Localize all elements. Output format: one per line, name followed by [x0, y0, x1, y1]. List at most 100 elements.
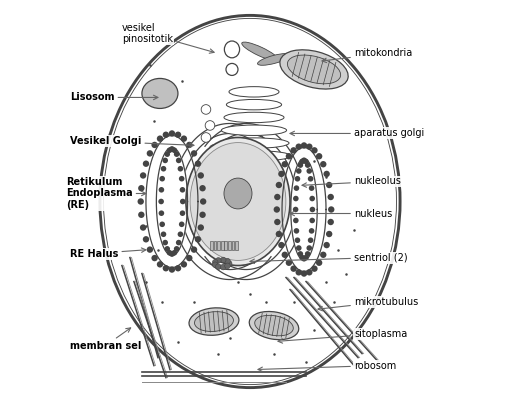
Ellipse shape [227, 100, 281, 110]
Bar [225, 241, 227, 249]
Circle shape [160, 176, 165, 181]
Circle shape [274, 219, 280, 225]
Circle shape [278, 242, 285, 248]
Bar [210, 241, 213, 249]
Circle shape [171, 250, 177, 256]
Circle shape [297, 251, 303, 257]
Circle shape [161, 166, 167, 172]
Bar [228, 241, 231, 249]
Circle shape [212, 262, 218, 268]
Circle shape [174, 246, 179, 251]
Circle shape [323, 171, 330, 177]
Circle shape [281, 161, 288, 167]
Bar [231, 241, 235, 249]
Circle shape [175, 265, 181, 272]
Ellipse shape [219, 138, 289, 148]
Ellipse shape [104, 19, 396, 384]
Bar [217, 241, 220, 249]
Text: nukleolus: nukleolus [302, 177, 401, 187]
Text: robosom: robosom [258, 361, 396, 372]
Ellipse shape [224, 178, 252, 209]
Ellipse shape [225, 41, 239, 58]
Circle shape [293, 207, 298, 212]
Circle shape [191, 246, 197, 253]
Circle shape [290, 266, 297, 272]
Circle shape [169, 130, 175, 137]
Ellipse shape [189, 308, 239, 335]
Circle shape [309, 185, 314, 191]
Circle shape [179, 176, 185, 181]
Ellipse shape [229, 87, 279, 97]
Circle shape [161, 231, 167, 237]
Circle shape [186, 255, 193, 261]
Text: vesikel
pinositotik: vesikel pinositotik [122, 23, 214, 53]
Circle shape [301, 158, 307, 163]
Bar [235, 241, 238, 249]
Circle shape [200, 198, 206, 205]
Circle shape [138, 185, 145, 191]
Circle shape [300, 159, 305, 164]
Ellipse shape [280, 50, 348, 89]
Circle shape [273, 206, 280, 213]
Circle shape [301, 142, 307, 149]
Circle shape [276, 231, 282, 237]
Circle shape [326, 231, 332, 237]
Circle shape [152, 255, 158, 261]
Ellipse shape [190, 143, 286, 260]
Circle shape [163, 131, 169, 138]
Circle shape [301, 270, 307, 277]
Circle shape [197, 172, 204, 179]
Circle shape [320, 161, 327, 167]
Ellipse shape [186, 137, 290, 266]
Text: Retikulum
Endoplasma
(RE): Retikulum Endoplasma (RE) [66, 177, 146, 210]
Circle shape [300, 255, 305, 260]
Ellipse shape [255, 315, 293, 336]
Circle shape [309, 228, 314, 234]
Circle shape [306, 269, 312, 276]
Circle shape [162, 240, 168, 245]
Polygon shape [146, 135, 198, 268]
Text: mikrotubulus: mikrotubulus [318, 297, 418, 311]
Circle shape [174, 152, 179, 157]
Circle shape [215, 264, 221, 270]
Circle shape [159, 199, 164, 204]
Circle shape [178, 166, 183, 172]
Circle shape [306, 168, 312, 174]
Circle shape [225, 263, 230, 269]
Circle shape [328, 219, 334, 225]
Circle shape [297, 162, 303, 168]
Text: sitoplasma: sitoplasma [278, 328, 408, 343]
Circle shape [294, 228, 300, 234]
Circle shape [147, 150, 153, 157]
Circle shape [294, 185, 300, 191]
Bar [213, 241, 217, 249]
Circle shape [220, 264, 226, 270]
Circle shape [197, 224, 204, 231]
Ellipse shape [221, 125, 287, 135]
Circle shape [169, 266, 175, 273]
Polygon shape [282, 147, 326, 272]
Circle shape [138, 212, 145, 218]
Circle shape [278, 171, 285, 177]
Circle shape [164, 246, 170, 251]
Ellipse shape [100, 15, 400, 388]
Bar [221, 241, 223, 249]
Polygon shape [291, 159, 317, 260]
Circle shape [195, 236, 201, 243]
Text: RE Halus: RE Halus [70, 248, 146, 259]
Circle shape [162, 158, 168, 163]
Circle shape [281, 251, 288, 258]
Circle shape [274, 194, 280, 200]
Ellipse shape [257, 54, 290, 65]
Circle shape [306, 143, 312, 150]
Circle shape [316, 260, 322, 266]
Circle shape [201, 105, 211, 114]
Circle shape [143, 160, 149, 167]
Circle shape [212, 260, 218, 265]
Circle shape [310, 207, 315, 212]
Circle shape [178, 231, 183, 237]
Circle shape [186, 142, 193, 148]
Ellipse shape [224, 112, 284, 123]
Circle shape [220, 257, 226, 263]
Circle shape [157, 135, 163, 142]
